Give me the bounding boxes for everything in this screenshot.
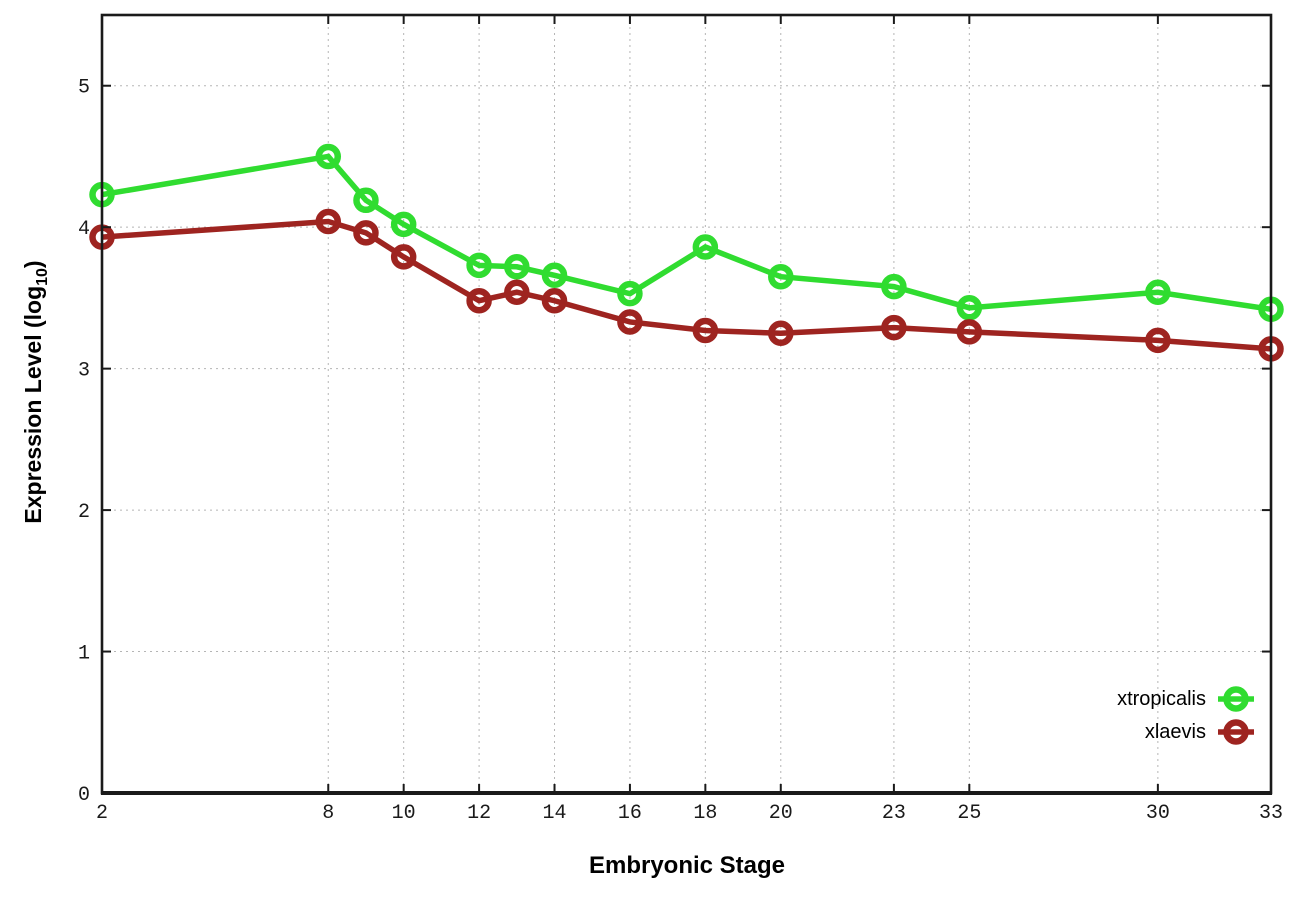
data-point-xlaevis: [353, 220, 379, 246]
y-axis-title-subscript: 10: [33, 268, 51, 286]
x-tick-label: 8: [322, 802, 334, 825]
legend-label-xlaevis: xlaevis: [1144, 720, 1206, 743]
data-point-xlaevis: [541, 287, 568, 314]
data-point-xtropicalis: [353, 187, 379, 214]
data-point-xtropicalis: [466, 252, 492, 279]
y-tick-label: 4: [78, 218, 90, 241]
data-point-xlaevis: [692, 317, 719, 344]
tick-marks: [101, 15, 1272, 794]
x-tick-label: 14: [543, 802, 567, 825]
data-point-xtropicalis: [881, 273, 907, 300]
y-tick-label: 0: [78, 784, 90, 807]
legend-label-xtropicalis: xtropicalis: [1117, 687, 1206, 710]
data-point-xlaevis: [315, 208, 342, 235]
data-point-xtropicalis: [768, 263, 794, 290]
plot-border: [100, 13, 1273, 795]
data-point-xtropicalis: [315, 143, 342, 170]
y-axis-title-close: ): [20, 260, 47, 269]
x-tick-label: 20: [769, 802, 793, 825]
data-point-xlaevis: [768, 320, 794, 347]
data-point-xlaevis: [1145, 327, 1171, 354]
data-point-xlaevis: [390, 244, 417, 270]
data-point-xtropicalis: [541, 262, 568, 289]
x-tick-label: 10: [392, 802, 416, 825]
data-point-xtropicalis: [692, 234, 719, 260]
data-point-xtropicalis: [956, 295, 983, 321]
legend: xtropicalis xlaevis: [1117, 684, 1256, 747]
x-axis-title: Embryonic Stage: [588, 852, 786, 879]
data-point-xlaevis: [881, 314, 907, 341]
x-tick-label: 18: [693, 802, 717, 825]
series-line-xlaevis: [101, 218, 1272, 352]
legend-entry-xlaevis: xlaevis: [1117, 717, 1256, 747]
x-tick-label: 33: [1259, 802, 1283, 825]
legend-entry-xtropicalis: xtropicalis: [1117, 684, 1256, 714]
data-point-xlaevis: [956, 319, 983, 345]
y-axis-title-text: Expression Level (log: [20, 285, 47, 524]
x-tick-label: 12: [467, 802, 491, 825]
x-tick-label: 16: [618, 802, 642, 825]
y-tick-label: 3: [78, 360, 90, 383]
y-axis-title: Expression Level (log10): [20, 260, 52, 523]
series-line-xtropicalis: [101, 153, 1272, 312]
data-point-xlaevis: [617, 309, 643, 335]
legend-sample-xtropicalis-icon: [1218, 686, 1254, 712]
data-point-xtropicalis: [617, 280, 643, 307]
data-point-xlaevis: [504, 279, 530, 306]
series-xtropicalis: [89, 143, 1284, 322]
y-tick-label: 1: [78, 643, 90, 666]
data-point-xtropicalis: [1145, 279, 1171, 306]
x-tick-label: 25: [957, 802, 981, 825]
data-point-xlaevis: [466, 287, 492, 314]
x-tick-label: 2: [96, 802, 108, 825]
data-point-xtropicalis: [390, 211, 417, 238]
data-point-xtropicalis: [504, 254, 530, 280]
gridlines: [102, 15, 1271, 793]
x-tick-label: 30: [1146, 802, 1170, 825]
x-tick-label: 23: [882, 802, 906, 825]
legend-sample-xlaevis-icon: [1218, 719, 1254, 745]
y-tick-label: 5: [78, 77, 90, 100]
series-xlaevis: [89, 208, 1284, 362]
y-tick-label: 2: [78, 501, 90, 524]
